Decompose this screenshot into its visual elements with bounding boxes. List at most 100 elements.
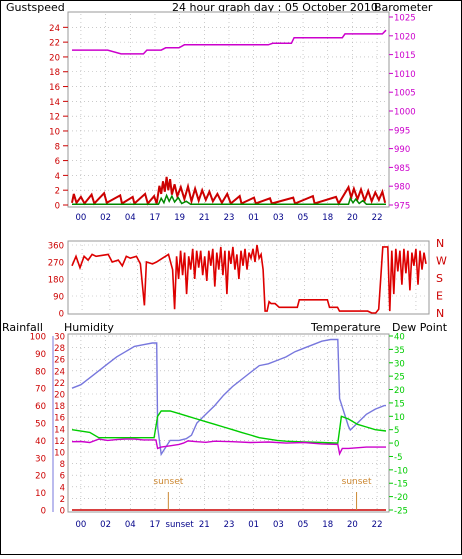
temperature-tick-label: 10 bbox=[394, 413, 405, 423]
panel2-left-ticks: 0 90 180 270 360 bbox=[48, 242, 64, 320]
temperature-tick-label: 40 bbox=[394, 333, 405, 343]
humidity-tick-label: 18 bbox=[54, 402, 65, 412]
hour-tick-label: 02 bbox=[100, 213, 111, 223]
panel3-series bbox=[71, 338, 387, 511]
gust-tick-label: 8 bbox=[55, 142, 60, 152]
hour-tick-label: 00 bbox=[76, 213, 87, 223]
dewpoint-label: Dew Point bbox=[392, 321, 448, 334]
humidity-tick-label: 30 bbox=[54, 333, 65, 343]
wind-direction-tick-label: 270 bbox=[48, 259, 64, 269]
barometer-tick-label: 1010 bbox=[394, 70, 416, 80]
temperature-tick-label: -15 bbox=[394, 480, 408, 490]
panel2-series bbox=[71, 244, 427, 314]
rainfall-tick-label: 100 bbox=[30, 333, 46, 343]
series-barometer bbox=[72, 29, 387, 55]
barometer-tick-label: 1020 bbox=[394, 32, 416, 42]
barometer-tick-label: 990 bbox=[394, 145, 410, 155]
barometer-tick-label: 995 bbox=[394, 126, 410, 136]
humidity-tick-label: 4 bbox=[60, 483, 65, 493]
hour-tick-label: 00 bbox=[76, 520, 87, 530]
humidity-tick-label: 12 bbox=[54, 437, 65, 447]
temperature-tick-label: 15 bbox=[394, 399, 405, 409]
rainfall-tick-label: 10 bbox=[35, 489, 46, 499]
hour-tick-label: 18 bbox=[322, 520, 333, 530]
hour-tick-label: 03 bbox=[273, 520, 284, 530]
humidity-tick-label: 16 bbox=[54, 414, 65, 424]
panel1-series bbox=[71, 29, 387, 206]
gust-tick-label: 2 bbox=[55, 187, 60, 197]
wind-direction-tick-label: 360 bbox=[48, 242, 64, 252]
rainfall-tick-label: 60 bbox=[35, 402, 46, 412]
hour-tick-label: sunset bbox=[166, 520, 195, 530]
series-dew-point bbox=[71, 438, 386, 456]
series-gustspeed bbox=[71, 176, 387, 206]
series-temperature bbox=[71, 410, 387, 444]
rainfall-tick-label: 80 bbox=[35, 367, 46, 377]
hour-tick-label: 22 bbox=[372, 520, 383, 530]
hour-tick-label: 03 bbox=[273, 213, 284, 223]
temperature-tick-label: -20 bbox=[394, 493, 408, 503]
panel1-x-ticks: 00 02 04 17 19 21 23 01 03 05 18 20 22 bbox=[76, 213, 383, 223]
rainfall-tick-label: 20 bbox=[35, 472, 46, 482]
sunset-annotation-label: sunset bbox=[342, 477, 372, 487]
rainfall-tick-label: 70 bbox=[35, 385, 46, 395]
hour-tick-label: 18 bbox=[322, 213, 333, 223]
humidity-tick-label: 2 bbox=[60, 495, 65, 505]
barometer-tick-label: 1000 bbox=[394, 108, 416, 118]
barometer-label: Barometer bbox=[374, 1, 433, 14]
panel3-frame bbox=[67, 333, 390, 513]
hour-tick-label: 01 bbox=[248, 520, 259, 530]
hour-tick-label: 04 bbox=[125, 520, 136, 530]
gust-tick-label: 4 bbox=[55, 172, 60, 182]
temperature-tick-label: 30 bbox=[394, 359, 405, 369]
temperature-label: Temperature bbox=[310, 321, 381, 334]
temperature-tick-label: 5 bbox=[394, 426, 399, 436]
rainfall-tick-label: 90 bbox=[35, 350, 46, 360]
graph-title: 24 hour graph day : 05 October 2010 bbox=[172, 1, 378, 14]
hour-tick-label: 20 bbox=[347, 213, 358, 223]
temperature-tick-label: -25 bbox=[394, 507, 408, 517]
compass-label: N bbox=[436, 307, 444, 320]
panel2-grid bbox=[72, 244, 426, 313]
gust-tick-label: 10 bbox=[49, 127, 60, 137]
rainfall-label: Rainfall bbox=[2, 321, 43, 334]
humidity-tick-label: 8 bbox=[60, 460, 65, 470]
gust-tick-label: 22 bbox=[49, 39, 60, 49]
hour-tick-label: 05 bbox=[298, 213, 309, 223]
gust-tick-label: 0 bbox=[55, 202, 60, 212]
hour-tick-label: 17 bbox=[150, 213, 161, 223]
temperature-tick-label: 0 bbox=[394, 440, 399, 450]
gust-tick-label: 16 bbox=[49, 83, 60, 93]
panel3-temperature-ticks: -25 -20 -15 -10 -5 0 5 10 15 20 25 30 35 40 bbox=[389, 333, 408, 517]
temperature-tick-label: 35 bbox=[394, 346, 405, 356]
barometer-tick-label: 1025 bbox=[394, 14, 416, 24]
gustspeed-label: Gustspeed bbox=[6, 1, 65, 14]
rainfall-tick-label: 40 bbox=[35, 437, 46, 447]
hour-tick-label: 04 bbox=[125, 213, 136, 223]
hour-tick-label: 19 bbox=[174, 213, 185, 223]
wind-direction-tick-label: 180 bbox=[48, 276, 64, 286]
humidity-label: Humidity bbox=[64, 321, 114, 334]
gust-tick-label: 12 bbox=[49, 113, 60, 123]
rainfall-tick-label: 0 bbox=[41, 507, 46, 517]
panel2-frame bbox=[67, 240, 430, 315]
temperature-tick-label: 20 bbox=[394, 386, 405, 396]
humidity-tick-label: 14 bbox=[54, 425, 65, 435]
temperature-tick-label: 25 bbox=[394, 373, 405, 383]
humidity-tick-label: 0 bbox=[60, 507, 65, 517]
gust-tick-label: 24 bbox=[49, 24, 60, 34]
humidity-tick-label: 10 bbox=[54, 449, 65, 459]
hour-tick-label: 21 bbox=[199, 213, 210, 223]
panel1-frame bbox=[67, 11, 390, 208]
humidity-tick-label: 28 bbox=[54, 344, 65, 354]
hour-tick-label: 17 bbox=[150, 520, 161, 530]
hour-tick-label: 02 bbox=[100, 520, 111, 530]
panel1-grid bbox=[72, 14, 386, 205]
gust-tick-label: 20 bbox=[49, 53, 60, 63]
sunset-annotation-label: sunset bbox=[153, 477, 183, 487]
compass-label: N bbox=[436, 237, 444, 250]
